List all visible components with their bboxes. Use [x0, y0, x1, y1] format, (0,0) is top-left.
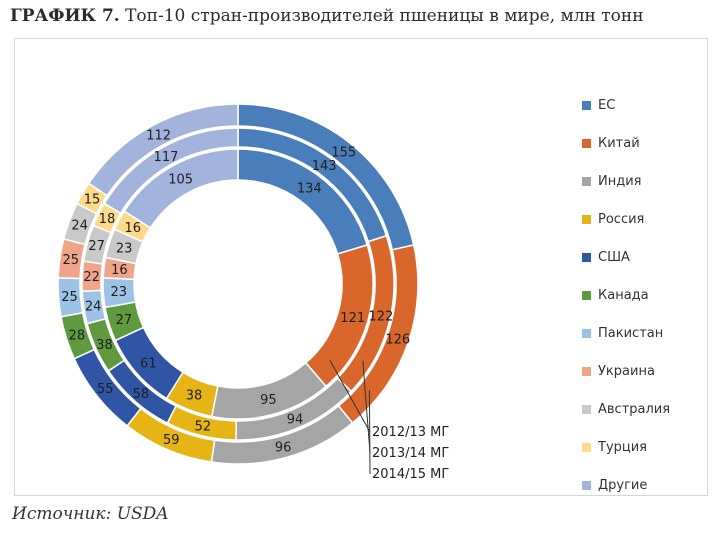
- slice-label-2-6: 25: [61, 290, 78, 305]
- slice-label-2-2: 96: [275, 440, 292, 455]
- slice-label-1-7: 22: [83, 270, 100, 285]
- slice-label-1-2: 94: [287, 412, 304, 427]
- legend-swatch: [582, 442, 591, 452]
- legend-swatch: [582, 214, 591, 224]
- legend-label: Украина: [598, 363, 655, 379]
- legend-swatch: [582, 290, 591, 300]
- slice-label-0-10: 105: [168, 173, 193, 188]
- chart-legend: ЕС Китай Индия Россия США Канада Пакистан Украи…: [582, 86, 712, 504]
- source-note: Источник: USDA: [12, 504, 169, 524]
- legend-item: США: [582, 238, 712, 276]
- slice-label-1-0: 143: [312, 159, 337, 174]
- slice-label-2-5: 28: [69, 328, 86, 343]
- slice-label-2-7: 25: [62, 253, 79, 268]
- slice-0-10: [123, 148, 239, 229]
- slice-label-0-1: 121: [340, 311, 365, 326]
- legend-label: Китай: [598, 135, 640, 151]
- slice-label-2-8: 24: [71, 218, 88, 233]
- ring-caption: 2014/15 МГ: [372, 467, 450, 482]
- ring-caption: 2012/13 МГ: [372, 425, 450, 440]
- slice-label-1-5: 38: [96, 338, 113, 353]
- chart-title-prefix: ГРАФИК 7.: [10, 6, 120, 26]
- slice-label-2-3: 59: [163, 433, 180, 448]
- slice-label-2-10: 112: [146, 128, 171, 143]
- legend-swatch: [582, 252, 591, 262]
- slice-label-2-1: 126: [385, 333, 410, 348]
- legend-item: Китай: [582, 124, 712, 162]
- legend-label: США: [598, 249, 630, 265]
- chart-title: ГРАФИК 7. Топ-10 стран-производителей пш…: [10, 6, 710, 26]
- slice-label-0-7: 16: [111, 263, 128, 278]
- ring-leader-line-1: [362, 360, 371, 454]
- legend-label: Пакистан: [598, 325, 664, 341]
- ring-leader-line-0: [329, 360, 371, 433]
- legend-label: Другие: [598, 477, 648, 493]
- slice-label-2-4: 55: [97, 382, 114, 397]
- legend-item: Украина: [582, 352, 712, 390]
- slice-label-1-10: 117: [154, 150, 179, 165]
- legend-label: Австралия: [598, 401, 671, 417]
- slice-label-2-9: 15: [84, 192, 101, 207]
- slice-2-10: [87, 103, 239, 197]
- slice-label-0-5: 27: [116, 313, 133, 328]
- slice-label-1-6: 24: [85, 300, 102, 315]
- slice-label-2-0: 155: [331, 146, 356, 161]
- slice-1-10: [103, 127, 239, 215]
- slice-label-0-8: 23: [116, 241, 133, 256]
- slice-label-0-3: 38: [186, 389, 203, 404]
- chart-title-text: Топ-10 стран-производителей пшеницы в ми…: [125, 6, 644, 26]
- legend-label: Индия: [598, 173, 642, 189]
- legend-label: Канада: [598, 287, 649, 303]
- slice-label-1-3: 52: [195, 420, 212, 435]
- slice-label-0-2: 95: [260, 393, 277, 408]
- slice-label-0-6: 23: [110, 285, 127, 300]
- legend-item: ЕС: [582, 86, 712, 124]
- legend-item: Австралия: [582, 390, 712, 428]
- slice-label-1-9: 18: [99, 212, 116, 227]
- legend-item: Индия: [582, 162, 712, 200]
- legend-label: Россия: [598, 211, 645, 227]
- legend-item: Пакистан: [582, 314, 712, 352]
- legend-item: Другие: [582, 466, 712, 504]
- legend-item: Канада: [582, 276, 712, 314]
- legend-swatch: [582, 100, 591, 110]
- legend-swatch: [582, 480, 591, 490]
- legend-swatch: [582, 366, 591, 376]
- legend-label: ЕС: [598, 97, 616, 113]
- legend-swatch: [582, 138, 591, 148]
- legend-swatch: [582, 328, 591, 338]
- slice-label-0-0: 134: [297, 182, 322, 197]
- legend-label: Турция: [598, 439, 648, 455]
- legend-item: Россия: [582, 200, 712, 238]
- slice-label-0-4: 61: [140, 356, 157, 371]
- legend-item: Турция: [582, 428, 712, 466]
- slice-label-1-1: 122: [368, 310, 393, 325]
- legend-swatch: [582, 176, 591, 186]
- slice-label-1-4: 58: [133, 387, 150, 402]
- legend-swatch: [582, 404, 591, 414]
- slice-label-1-8: 27: [88, 239, 105, 254]
- ring-labels: 2012/13 МГ 2013/14 МГ 2014/15 МГ: [372, 422, 449, 485]
- ring-caption: 2013/14 МГ: [372, 446, 450, 461]
- slice-label-0-9: 16: [124, 221, 141, 236]
- ring-leader-line-2: [368, 390, 371, 475]
